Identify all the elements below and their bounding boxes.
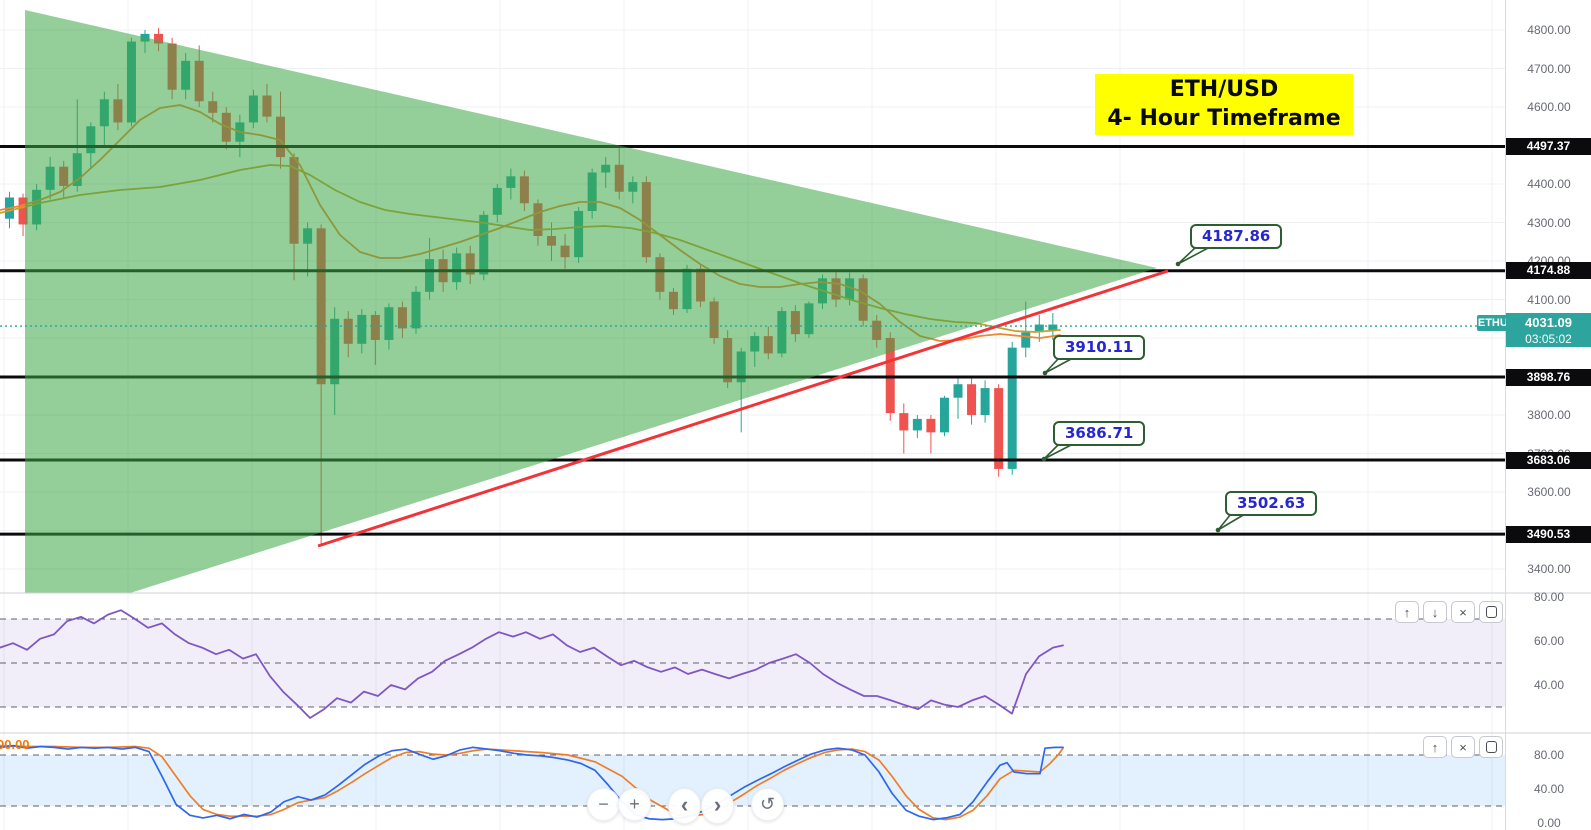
- price-tick-label: 4800.00: [1527, 23, 1571, 38]
- stoch-tick-label: 40.00: [1533, 782, 1565, 796]
- level-price-label: 4174.88: [1506, 262, 1591, 280]
- zoom-in-button[interactable]: +: [618, 788, 651, 821]
- scroll-right-button[interactable]: ›: [701, 788, 734, 824]
- candle-down: [18, 197, 28, 225]
- callout-anchor-dot: [1175, 261, 1181, 267]
- candle-up: [1021, 332, 1031, 348]
- reset-view-button[interactable]: ↺: [751, 788, 784, 821]
- level-price-label: 3898.76: [1506, 368, 1591, 386]
- price-callout[interactable]: 4187.86: [1190, 224, 1283, 249]
- callout-anchor-dot: [1041, 456, 1047, 462]
- rsi-tick-label: 80.00: [1533, 590, 1565, 604]
- price-tick-label: 4700.00: [1527, 61, 1571, 76]
- level-price-label: 4497.37: [1506, 138, 1591, 156]
- stoch-close-button[interactable]: ×: [1451, 736, 1475, 758]
- stoch-tick-label: 0.00: [1537, 816, 1561, 830]
- price-callout[interactable]: 3910.11: [1053, 335, 1146, 360]
- candle-down: [926, 418, 936, 433]
- candle-up: [1007, 347, 1017, 469]
- candle-down: [994, 388, 1004, 469]
- price-callout[interactable]: 3502.63: [1225, 491, 1318, 516]
- rsi-tick-label: 40.00: [1533, 678, 1565, 692]
- candle-up: [953, 384, 963, 398]
- rsi-tick-label: 60.00: [1533, 634, 1565, 648]
- title-symbol: ETH/USD: [1169, 76, 1279, 102]
- callout-tail: [1044, 357, 1074, 374]
- candle-up: [912, 418, 922, 431]
- level-price-label: 3490.53: [1506, 525, 1591, 543]
- trendline: [317, 269, 1169, 548]
- maximize-icon: [1485, 606, 1497, 618]
- zoom-out-button[interactable]: −: [587, 788, 620, 821]
- price-tick-label: 3600.00: [1527, 485, 1571, 500]
- rsi-maximize-button[interactable]: [1479, 601, 1503, 623]
- scroll-left-button[interactable]: ‹: [668, 788, 701, 824]
- callout-tail: [1217, 513, 1246, 531]
- last-price-label: 4031.09 03:05:02: [1506, 313, 1591, 347]
- triangle-pattern: [25, 10, 1157, 593]
- level-price-label: 3683.06: [1506, 451, 1591, 469]
- price-tick-label: 4300.00: [1527, 215, 1571, 230]
- maximize-icon: [1485, 741, 1497, 753]
- price-tick-label: 3800.00: [1527, 408, 1571, 423]
- candle-up: [939, 397, 949, 433]
- price-tick-label: 3400.00: [1527, 562, 1571, 577]
- stoch-tick-label: 80.00: [1533, 748, 1565, 762]
- rsi-line: [0, 609, 1064, 719]
- stoch-panel-controls: ↑ ×: [1423, 736, 1503, 758]
- rsi-down-button[interactable]: ↓: [1423, 601, 1447, 623]
- last-price-value: 4031.09: [1525, 315, 1572, 330]
- title-timeframe: 4- Hour Timeframe: [1107, 105, 1341, 131]
- candle-up: [980, 388, 990, 416]
- chart-title-banner: ETH/USD 4- Hour Timeframe: [1095, 74, 1353, 135]
- stoch-maximize-button[interactable]: [1479, 736, 1503, 758]
- candle-down: [154, 33, 164, 44]
- callout-anchor-dot: [1215, 527, 1221, 533]
- candle-down: [899, 413, 909, 431]
- callout-anchor-dot: [1042, 370, 1048, 376]
- stoch-d-line: [0, 744, 1064, 821]
- rsi-panel-controls: ↑ ↓ ×: [1395, 601, 1503, 623]
- rsi-close-button[interactable]: ×: [1451, 601, 1475, 623]
- bar-countdown: 03:05:02: [1525, 332, 1572, 346]
- candle-up: [1048, 324, 1058, 331]
- rsi-up-button[interactable]: ↑: [1395, 601, 1419, 623]
- price-callout[interactable]: 3686.71: [1053, 421, 1146, 446]
- stoch-up-button[interactable]: ↑: [1423, 736, 1447, 758]
- price-tick-label: 4100.00: [1527, 292, 1571, 307]
- candle-up: [1034, 324, 1044, 333]
- price-tick-label: 4600.00: [1527, 100, 1571, 115]
- stoch-value-label: 00.00: [0, 737, 30, 752]
- callout-tail: [1043, 443, 1074, 460]
- price-tick-label: 4400.00: [1527, 177, 1571, 192]
- candle-down: [967, 384, 977, 416]
- stoch-k-line: [0, 744, 1064, 821]
